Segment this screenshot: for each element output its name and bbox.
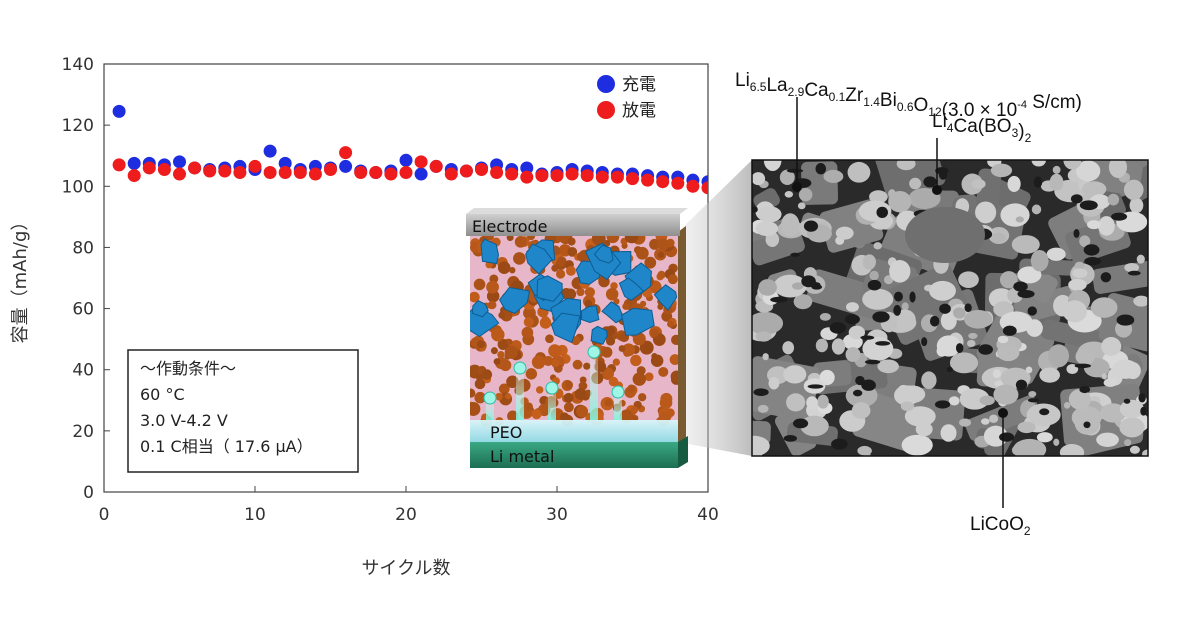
peo-label: PEO [490,423,522,442]
y-axis-title: 容量（mAh/g） [10,213,31,344]
data-point-discharge [339,146,353,160]
lithium-ion-paths [483,345,625,420]
data-point-charge [278,156,292,170]
legend-label-charge: 充電 [622,75,656,95]
y-axis-ticks: 0 20 40 60 80 100 120 140 [62,55,110,503]
data-point-charge [520,161,534,175]
data-point-discharge [550,169,564,183]
x-tick-label: 40 [697,505,719,525]
li-metal-label: Li metal [490,447,554,466]
y-tick-label: 80 [72,238,94,258]
conditions-voltage: 3.0 V-4.2 V [140,411,228,430]
data-point-discharge [112,158,126,172]
battery-schematic: Electrode PEO Li metal [466,208,688,468]
conditions-temperature: 60 °C [140,385,185,404]
data-point-charge [399,153,413,167]
data-point-charge [112,104,126,118]
data-point-discharge [505,167,519,181]
garnet-crystals [470,238,678,345]
data-point-discharge [535,169,549,183]
data-point-discharge [490,166,504,180]
conditions-title: 〜作動条件〜 [140,359,236,378]
data-point-discharge [293,166,307,180]
data-point-discharge [595,170,609,184]
x-tick-label: 30 [546,505,568,525]
data-point-discharge [324,162,337,176]
data-point-charge [339,159,353,173]
data-point-discharge [610,170,624,184]
y-tick-label: 40 [72,361,94,381]
data-point-discharge [399,166,413,180]
legend-label-discharge: 放電 [622,101,656,121]
sem-micrograph [751,159,1149,457]
data-point-charge [263,144,277,158]
data-point-discharge [248,159,262,173]
data-point-discharge [565,167,579,181]
x-axis-title: サイクル数 [361,558,450,579]
conditions-box: 〜作動条件〜 60 °C 3.0 V-4.2 V 0.1 C相当（ 17.6 μ… [127,349,359,473]
legend-marker-charge [597,75,615,93]
y-tick-label: 120 [62,116,94,136]
y-tick-label: 140 [62,55,94,75]
y-tick-label: 100 [62,177,94,197]
data-point-discharge [444,167,458,181]
electrode-layer [466,214,680,236]
data-point-discharge [520,170,534,184]
conditions-current: 0.1 C相当（ 17.6 μA） [140,437,313,456]
data-point-discharge [369,166,383,180]
zoom-cone [678,160,752,456]
data-point-discharge [641,173,655,187]
borate-label: Li4Ca(BO3)2 [932,111,1032,145]
data-point-discharge [157,162,171,176]
data-point-discharge [626,172,639,186]
y-tick-label: 60 [72,300,94,320]
x-tick-label: 10 [244,505,266,525]
cathode-label: LiCoO2 [970,514,1031,538]
data-point-charge [173,155,186,169]
data-point-discharge [656,175,670,189]
data-point-discharge [308,167,322,181]
x-axis-ticks: 0 10 20 30 40 [99,486,719,525]
data-point-discharge [414,155,428,169]
data-point-discharge [384,167,398,181]
series-discharge [112,146,708,195]
garnet-label: Li6.5La2.9Ca0.1Zr1.4Bi0.6O12(3.0 × 10-4 … [735,70,1082,121]
data-point-discharge [173,167,186,181]
data-point-charge [414,167,428,181]
legend-marker-discharge [597,101,615,119]
data-point-discharge [671,176,685,190]
data-point-discharge [459,164,473,178]
data-point-discharge [686,179,700,193]
li-metal-layer [470,442,678,468]
y-tick-label: 0 [83,483,94,503]
data-point-discharge [142,161,156,175]
annotations: Li6.5La2.9Ca0.1Zr1.4Bi0.6O12(3.0 × 10-4 … [735,70,1082,538]
electrode-label: Electrode [472,217,547,236]
data-point-discharge [218,164,232,178]
data-point-discharge [188,161,202,175]
data-point-discharge [233,166,247,180]
data-point-discharge [429,159,443,173]
x-tick-label: 0 [99,505,110,525]
data-point-discharge [580,169,594,183]
x-tick-label: 20 [395,505,417,525]
data-point-charge [127,156,141,170]
peo-layer [470,420,678,442]
data-point-discharge [127,169,141,183]
data-point-discharge [278,166,292,180]
data-point-discharge [263,166,277,180]
data-point-discharge [203,164,217,178]
y-tick-label: 20 [72,422,94,442]
data-point-discharge [354,166,368,180]
data-point-discharge [701,181,708,195]
legend: 充電 放電 [597,75,656,121]
data-point-discharge [475,162,488,176]
